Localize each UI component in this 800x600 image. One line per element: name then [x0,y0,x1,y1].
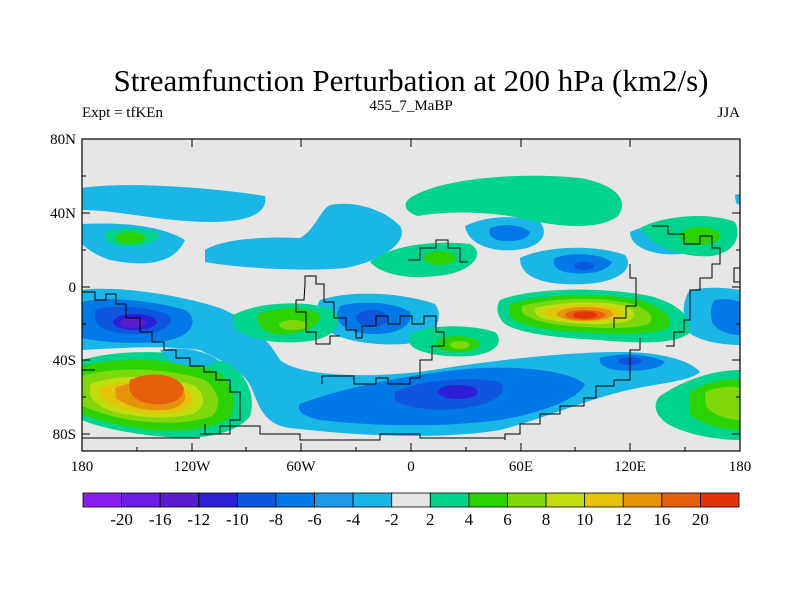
colorbar-label: 8 [542,510,551,529]
lon-label-120w: 120W [174,459,212,475]
map-title: Streamfunction Perturbation at 200 hPa (… [114,63,709,98]
colorbar-label: 2 [426,510,435,529]
lat-label-40s: 40S [53,353,76,369]
latitude-axis [82,138,740,435]
colorbar-label: -8 [269,510,283,529]
colorbar-swatch [622,492,663,508]
colorbar-label: -4 [346,510,361,529]
colorbar-swatch [275,492,315,508]
colorbar-label: -2 [385,510,399,529]
colorbar-swatch [82,492,122,508]
colorbar-label: 4 [465,510,474,529]
lat-label-80s: 80S [53,427,76,443]
colorbar-label: 12 [615,510,632,529]
colorbar-swatch [236,492,277,508]
lat-label-40n: 40N [50,206,76,222]
lon-label-180e: 180 [729,459,752,475]
colorbar-swatch [507,492,547,508]
lon-label-0: 0 [407,459,415,475]
colorbar-swatch [314,492,354,508]
lon-label-60w: 60W [286,459,316,475]
colorbar-label: 6 [503,510,512,529]
colorbar-label: -6 [307,510,321,529]
colorbar-swatch [159,492,200,508]
colorbar-label: -16 [149,510,172,529]
lon-label-120e: 120E [614,459,646,475]
run-label: 455_7_MaBP [369,98,452,114]
colorbar-swatch [468,492,508,508]
colorbar-swatch [700,492,740,508]
colorbar-label: -10 [226,510,249,529]
colorbar-swatch [121,492,161,508]
colorbar-swatch [661,492,701,508]
colorbar-swatch [352,492,393,508]
positive-anomaly-southwest-pacific [655,370,740,440]
colorbar-swatch [584,492,624,508]
positive-anomaly-tropical [232,289,691,357]
map-field [82,139,740,451]
colorbar-swatch [198,492,238,508]
colorbar-swatch [429,492,470,508]
colorbar-label: -12 [187,510,210,529]
lat-label-0: 0 [69,280,77,296]
lon-label-60e: 60E [509,459,533,475]
lat-label-80n: 80N [50,132,76,148]
colorbar-label: -20 [110,510,133,529]
northern-negative-core [489,225,612,274]
season-label: JJA [717,105,740,121]
positive-anomaly-southeast-pacific [82,348,252,438]
colorbar-label: 16 [653,510,670,529]
land-outlines [82,225,740,441]
longitude-axis [81,139,741,451]
colorbar-label: 20 [692,510,709,529]
colorbar-swatch [391,492,431,508]
colorbar-swatch [545,492,586,508]
lon-label-180w: 180 [71,459,94,475]
colorbar-label: 10 [576,510,593,529]
experiment-label: Expt = tfKEn [82,105,163,121]
colorbar: -20 -16 -12 -10 -8 -6 -4 -2 2 4 6 8 10 12 16 20 [82,492,740,529]
